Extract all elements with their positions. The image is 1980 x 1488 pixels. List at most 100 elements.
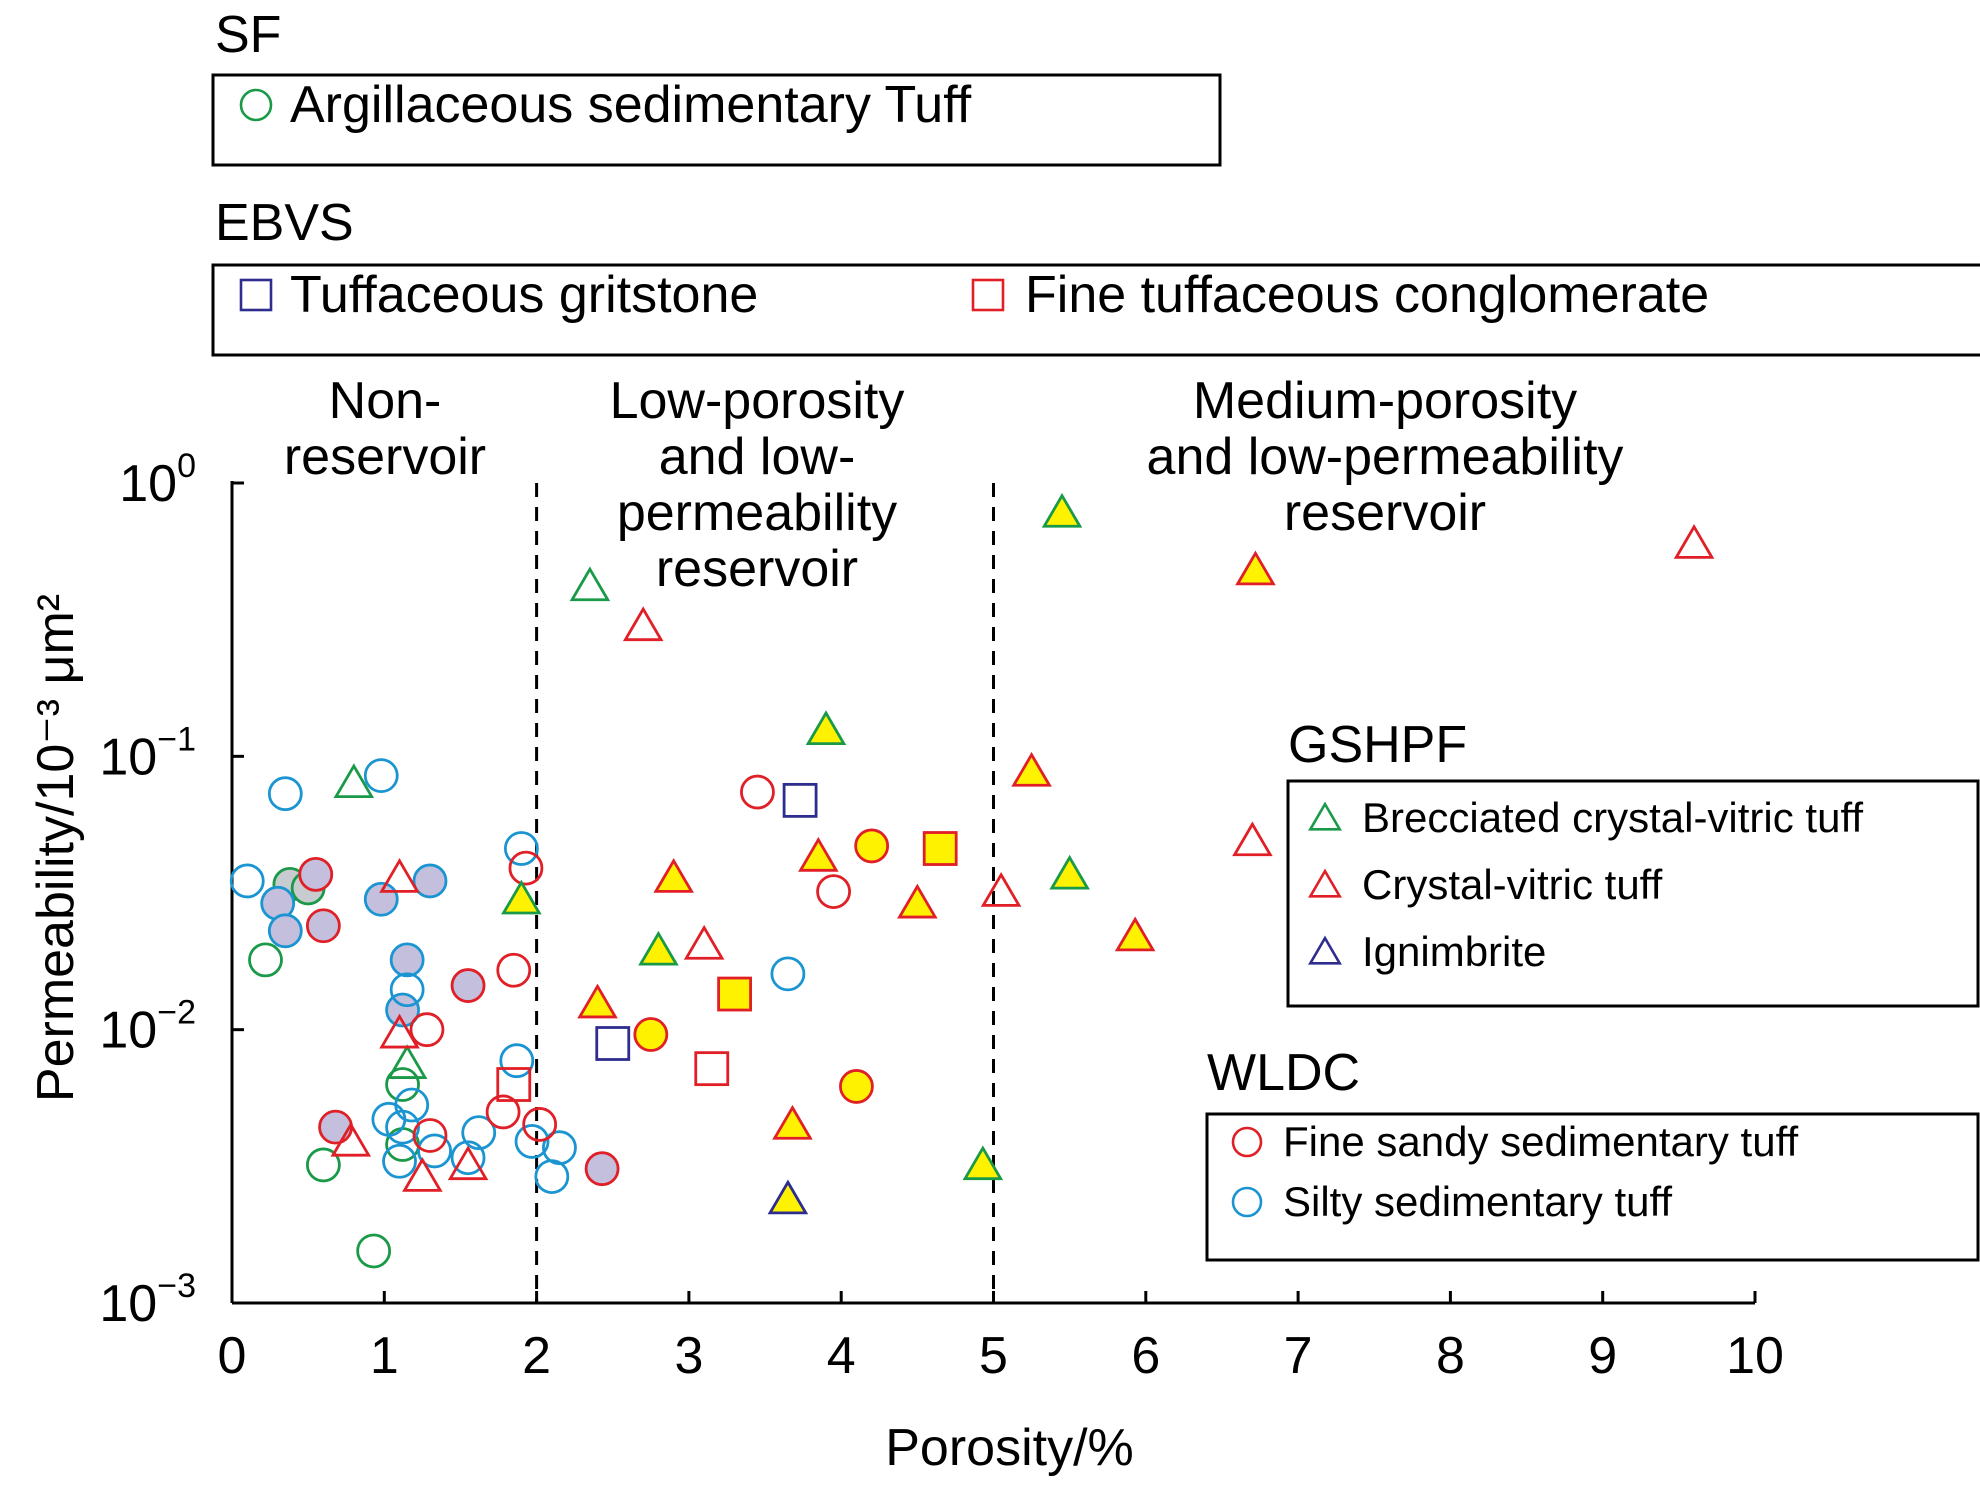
data-point-circle [417, 1133, 452, 1169]
data-point-circle [229, 863, 265, 899]
data-point-circle [409, 1012, 445, 1048]
data-point-circle [508, 850, 544, 886]
data-point-circle [740, 774, 775, 810]
data-point-triangle [333, 763, 375, 798]
legend-item-label: Crystal-vitric tuff [1362, 861, 1663, 908]
data-point-triangle [980, 871, 1022, 907]
data-point-triangle [683, 924, 725, 960]
y-axis-title: Permeability/10⁻³ μm² [27, 594, 85, 1102]
data-point-square [496, 1067, 532, 1102]
x-tick-label: 8 [1436, 1327, 1465, 1385]
x-tick-label: 9 [1588, 1327, 1617, 1385]
data-point-circle [298, 856, 334, 892]
data-point-circle [389, 942, 425, 978]
data-point-triangle [569, 566, 611, 602]
data-point-circle [522, 1107, 558, 1142]
legend-group-title: SF [215, 6, 281, 64]
data-point-circle [382, 1143, 417, 1179]
data-point-circle [485, 1094, 521, 1130]
legend-box [1205, 1112, 1980, 1262]
x-tick-label: 2 [522, 1327, 551, 1385]
legend-item-label: Argillaceous sedimentary Tuff [290, 76, 972, 134]
data-point-triangle [402, 1157, 443, 1192]
y-tick-label: 10−1 [99, 720, 196, 786]
data-point-circle [305, 908, 341, 944]
legend-item-label: Ignimbrite [1362, 928, 1546, 975]
data-point-circle [267, 776, 303, 812]
data-point-circle [450, 1140, 486, 1176]
data-point-triangle [767, 1179, 809, 1215]
legend-marker-circle [1231, 1186, 1263, 1218]
data-point-triangle [379, 1013, 420, 1049]
data-point-circle [363, 758, 399, 794]
data-point-circle [499, 1043, 535, 1079]
legend-item-label: Fine sandy sedimentary tuff [1283, 1118, 1798, 1165]
data-point-circle [389, 972, 425, 1008]
zone-labels: Non-reservoir Low-porosity and low-permeab… [284, 372, 1624, 598]
x-tick-label: 3 [674, 1327, 703, 1385]
axes: 0 1 2 3 4 5 6 7 8 9 10 100 10−1 10−2 10−3 Porosity/% Per… [27, 447, 1784, 1477]
zone-label: Medium-porosity and low-permeability reser… [1147, 372, 1624, 542]
data-point-square [782, 782, 818, 818]
zone-label: Low-porosity and low-permeability reservoi… [610, 372, 905, 598]
x-tick-label: 6 [1131, 1327, 1160, 1385]
x-tick-label: 4 [827, 1327, 856, 1385]
data-point-circle [514, 1124, 550, 1159]
data-point-circle [412, 1118, 448, 1153]
legend-item-label: Silty sedimentary tuff [1283, 1178, 1672, 1225]
data-point-circle [503, 831, 539, 866]
legend-box [211, 73, 1222, 167]
data-point-circle [633, 1017, 669, 1052]
data-point-triangle [330, 1121, 372, 1157]
data-point-triangle [805, 710, 847, 746]
data-point-square [595, 1026, 631, 1061]
data-point-triangle [897, 883, 938, 919]
x-tick-label: 10 [1726, 1327, 1784, 1385]
data-point-triangle [501, 879, 542, 915]
data-point-triangle [653, 858, 694, 893]
legend-group-title: GSHPF [1288, 716, 1467, 774]
data-point-triangle [386, 1044, 428, 1079]
x-tick-label: 7 [1284, 1327, 1313, 1385]
legend-item-label: Tuffaceous gritstone [290, 266, 758, 324]
legend-marker-circle [1231, 1126, 1263, 1158]
data-point-circle [816, 874, 851, 909]
data-point-circle [854, 828, 890, 864]
y-tick-label: 10−3 [99, 1267, 196, 1333]
legend-item-label: Fine tuffaceous conglomerate [1025, 266, 1709, 324]
data-point-circle [356, 1233, 392, 1269]
data-point-circle [461, 1115, 497, 1151]
data-point-circle [542, 1130, 577, 1166]
legend-box [211, 263, 1980, 357]
data-point-triangle [379, 858, 420, 893]
data-points [229, 492, 1715, 1269]
data-point-triangle [1041, 492, 1083, 528]
data-point-circle [385, 1109, 420, 1145]
data-point-circle [394, 1087, 430, 1123]
y-tick-label: 10−2 [99, 994, 196, 1060]
data-point-triangle [447, 1145, 489, 1181]
data-point-triangle [772, 1104, 813, 1140]
x-axis-title: Porosity/% [885, 1419, 1134, 1477]
data-point-triangle [1049, 854, 1090, 890]
x-tick-label: 0 [218, 1327, 247, 1385]
data-point-triangle [1011, 751, 1052, 787]
data-point-circle [534, 1159, 570, 1195]
data-point-triangle [1673, 524, 1715, 559]
data-point-circle [584, 1151, 620, 1187]
data-point-square [694, 1051, 730, 1087]
data-point-circle [839, 1069, 874, 1104]
data-point-circle [385, 1067, 420, 1102]
y-tick-label: 100 [119, 447, 196, 513]
data-point-circle [496, 952, 532, 988]
data-point-square [717, 976, 752, 1012]
zone-label: Non-reservoir [284, 372, 486, 486]
data-point-circle [412, 863, 448, 899]
data-point-circle [318, 1109, 353, 1145]
data-point-square [922, 831, 958, 866]
data-point-triangle [577, 983, 618, 1019]
data-point-triangle [962, 1145, 1004, 1181]
data-point-circle [248, 942, 283, 978]
